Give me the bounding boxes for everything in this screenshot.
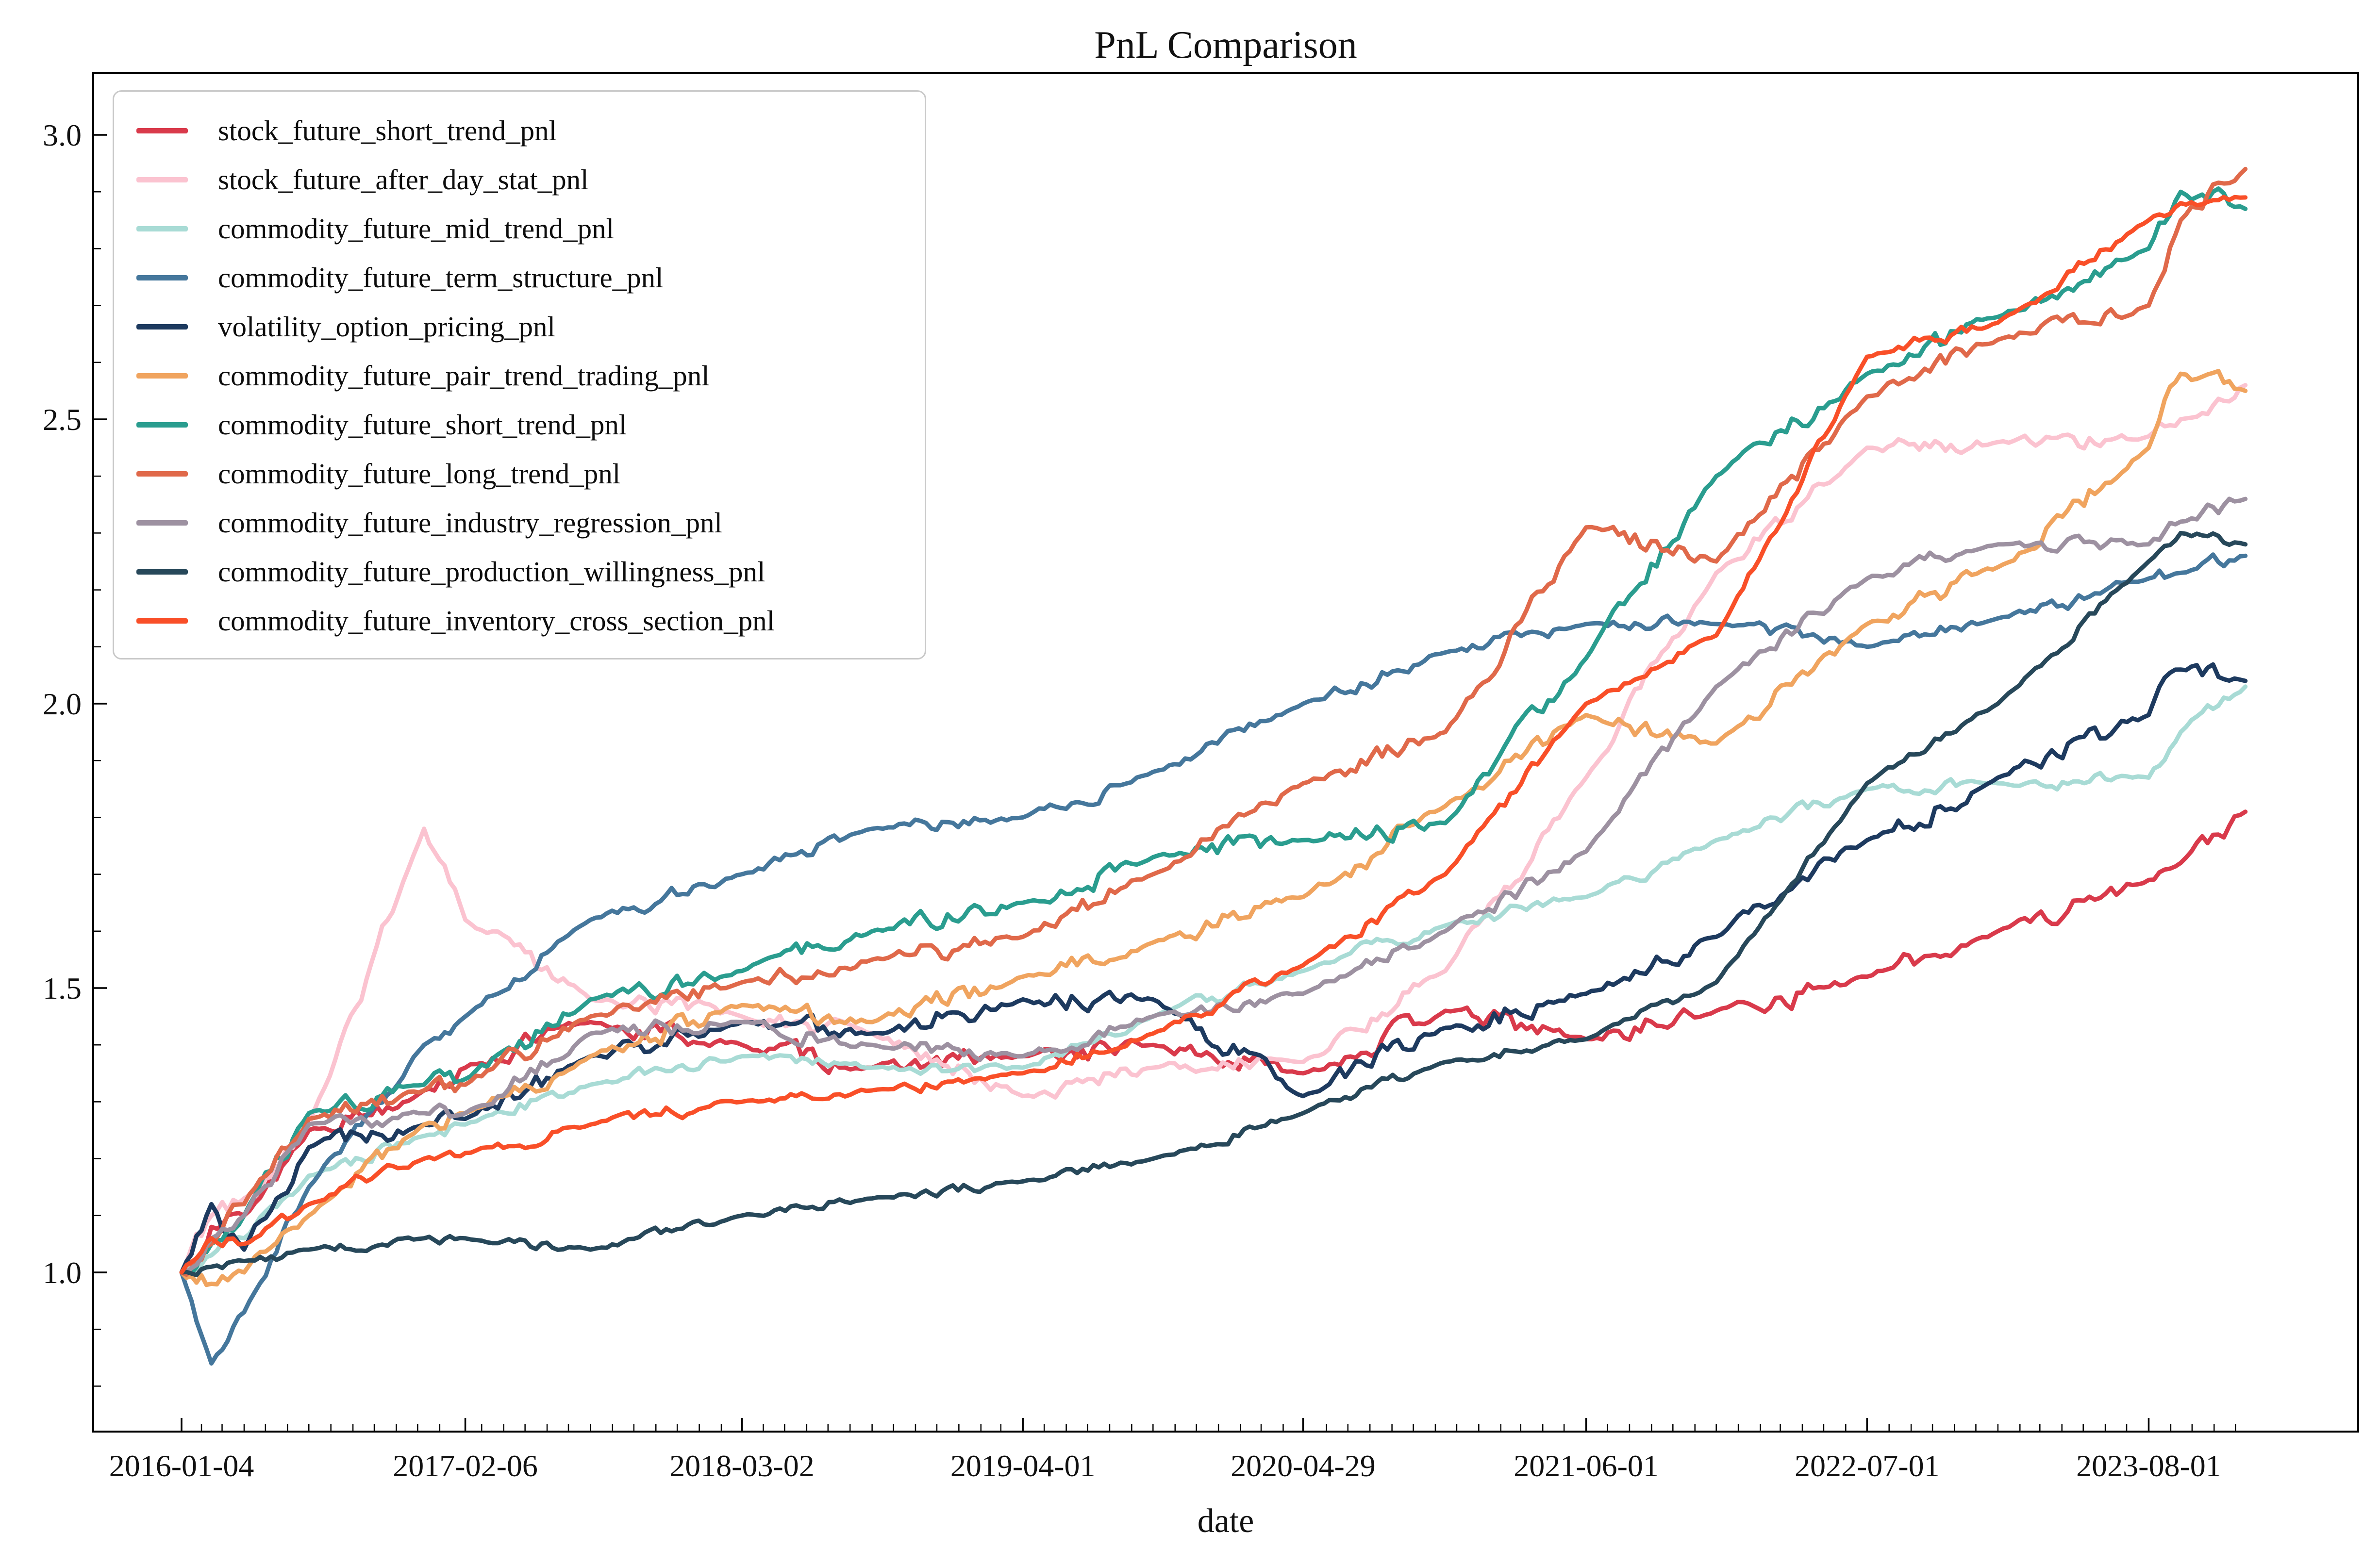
legend-label: commodity_future_short_trend_pnl <box>218 409 627 441</box>
legend-item: commodity_future_pair_trend_trading_pnl <box>136 351 905 400</box>
series-line-commodity_future_mid_trend_pnl <box>179 684 2248 1275</box>
legend-label: stock_future_short_trend_pnl <box>218 115 557 147</box>
legend-item: commodity_future_inventory_cross_section… <box>136 596 905 645</box>
series-line-stock_future_short_trend_pnl <box>179 809 2248 1275</box>
legend-swatch <box>136 471 188 477</box>
legend-label: commodity_future_mid_trend_pnl <box>218 213 615 245</box>
x-tick-label: 2020-04-29 <box>1231 1449 1376 1483</box>
legend-item: commodity_future_term_structure_pnl <box>136 253 905 302</box>
y-tick-label: 2.5 <box>43 402 82 437</box>
series-line-commodity_future_production_willingness_pnl <box>179 530 2248 1277</box>
legend-swatch <box>136 373 188 379</box>
legend-label: commodity_future_industry_regression_pnl <box>218 507 722 539</box>
series-line-volatility_option_pricing_pnl <box>179 662 2248 1275</box>
y-tick-label: 3.0 <box>43 118 82 152</box>
legend-item: commodity_future_long_trend_pnl <box>136 449 905 498</box>
legend-swatch <box>136 226 188 231</box>
legend-item: commodity_future_mid_trend_pnl <box>136 204 905 253</box>
x-tick-label: 2019-04-01 <box>950 1449 1096 1483</box>
legend-item: volatility_option_pricing_pnl <box>136 302 905 351</box>
legend-label: commodity_future_term_structure_pnl <box>218 262 664 294</box>
y-tick-label: 2.0 <box>43 687 82 721</box>
legend-item: stock_future_short_trend_pnl <box>136 106 905 155</box>
legend-label: commodity_future_inventory_cross_section… <box>218 605 775 637</box>
legend-swatch <box>136 618 188 624</box>
axes-frame <box>92 72 2359 1433</box>
legend-label: commodity_future_production_willingness_… <box>218 556 766 588</box>
legend-swatch <box>136 128 188 133</box>
legend-swatch <box>136 569 188 575</box>
series-line-commodity_future_term_structure_pnl <box>179 552 2248 1366</box>
legend: stock_future_short_trend_pnl stock_future… <box>113 90 926 659</box>
legend-label: commodity_future_long_trend_pnl <box>218 458 621 490</box>
legend-swatch <box>136 520 188 526</box>
series-line-commodity_future_inventory_cross_section_pnl <box>179 195 2248 1275</box>
series-line-stock_future_after_day_stat_pnl <box>179 383 2248 1275</box>
y-tick-label: 1.0 <box>43 1255 82 1290</box>
x-tick-label: 2018-03-02 <box>669 1449 815 1483</box>
x-tick-label: 2023-08-01 <box>2076 1449 2221 1483</box>
y-tick-label: 1.5 <box>43 971 82 1006</box>
chart-title: PnL Comparison <box>1094 24 1357 66</box>
x-tick-label: 2016-01-04 <box>109 1449 254 1483</box>
legend-swatch <box>136 177 188 182</box>
legend-item: stock_future_after_day_stat_pnl <box>136 155 905 204</box>
legend-swatch <box>136 275 188 280</box>
x-tick-label: 2021-06-01 <box>1514 1449 1659 1483</box>
legend-label: stock_future_after_day_stat_pnl <box>218 164 589 196</box>
legend-swatch <box>136 324 188 330</box>
legend-item: commodity_future_short_trend_pnl <box>136 400 905 449</box>
series-line-commodity_future_long_trend_pnl <box>179 166 2248 1277</box>
legend-label: commodity_future_pair_trend_trading_pnl <box>218 360 710 392</box>
legend-label: volatility_option_pricing_pnl <box>218 311 555 343</box>
x-tick-label: 2017-02-06 <box>393 1449 538 1483</box>
series-line-commodity_future_pair_trend_trading_pnl <box>179 369 2248 1287</box>
legend-item: commodity_future_production_willingness_… <box>136 547 905 596</box>
legend-swatch <box>136 422 188 428</box>
legend-item: commodity_future_industry_regression_pnl <box>136 498 905 547</box>
x-tick-label: 2022-07-01 <box>1795 1449 1940 1483</box>
series-line-commodity_future_short_trend_pnl <box>179 186 2248 1276</box>
x-axis-label: date <box>1197 1502 1254 1540</box>
